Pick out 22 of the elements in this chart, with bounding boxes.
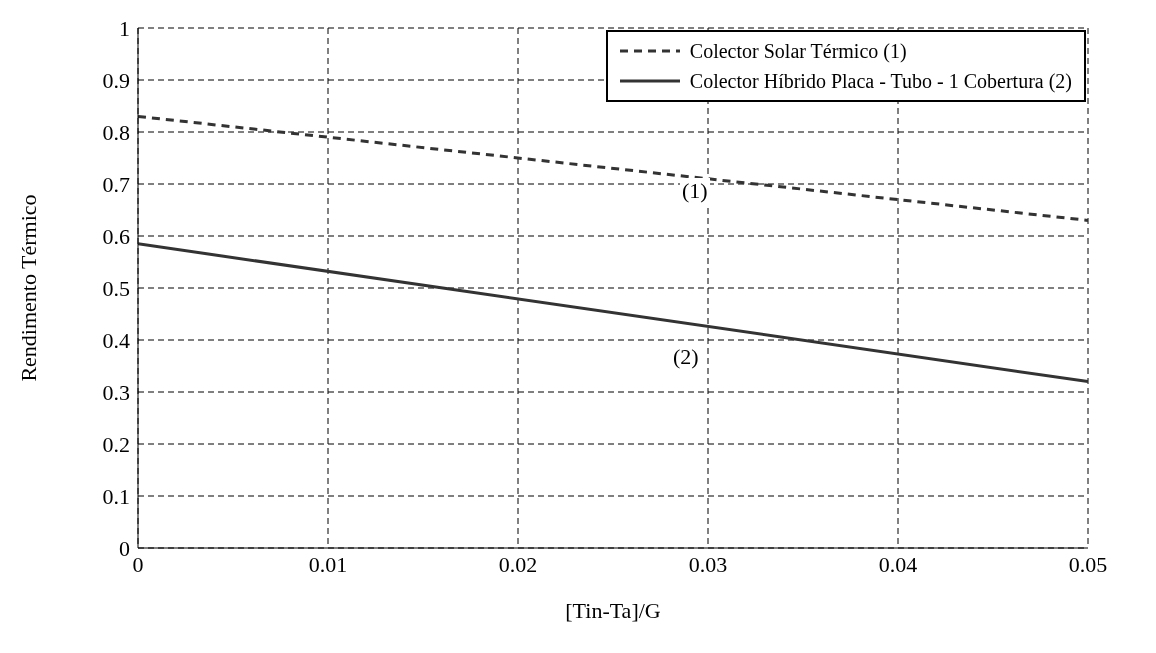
y-tick-label: 0.3 — [102, 379, 130, 405]
x-tick-label: 0.01 — [308, 551, 348, 577]
y-tick-label: 0.1 — [102, 483, 130, 509]
annotation: (2) — [671, 344, 701, 370]
y-axis-title: Rendimento Térmico — [15, 194, 41, 382]
x-tick-label: 0.02 — [498, 551, 538, 577]
y-tick-label: 0.7 — [102, 171, 130, 197]
annotation: (1) — [680, 178, 710, 204]
x-tick-label: 0.04 — [878, 551, 918, 577]
y-tick-label: 1 — [119, 15, 130, 41]
legend-label: Colector Solar Térmico (1) — [689, 39, 907, 64]
x-axis-title: [Tin-Ta]/G — [565, 598, 661, 623]
y-tick-label: 0.5 — [102, 275, 130, 301]
y-tick-label: 0.4 — [102, 327, 130, 353]
x-tick-label: 0.03 — [688, 551, 728, 577]
y-tick-label: 0.8 — [102, 119, 130, 145]
legend-label: Colector Híbrido Placa - Tubo - 1 Cobertura (2) — [689, 69, 1072, 95]
y-tick-label: 0.2 — [102, 431, 130, 457]
y-tick-label: 0.6 — [102, 223, 130, 249]
y-tick-label: 0 — [119, 535, 130, 561]
y-tick-label: 0.9 — [102, 67, 130, 93]
x-tick-label: 0.05 — [1068, 551, 1108, 577]
